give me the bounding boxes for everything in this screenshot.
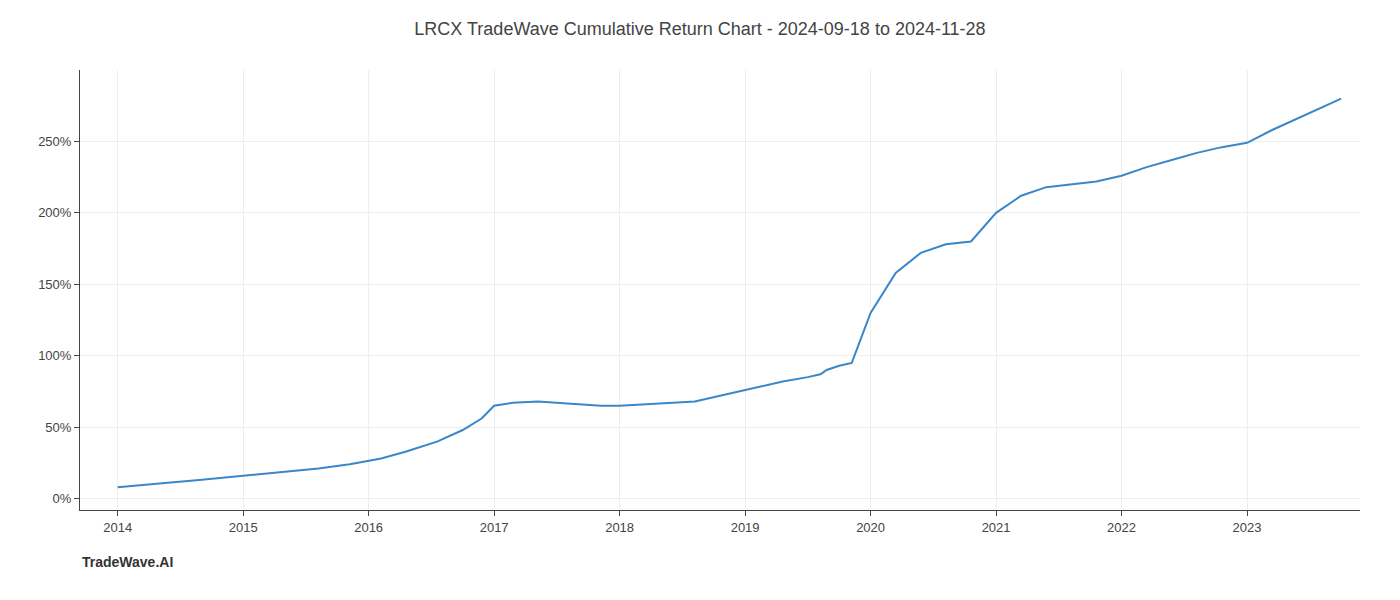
svg-text:50%: 50% xyxy=(45,420,71,435)
svg-text:2023: 2023 xyxy=(1233,520,1262,535)
svg-text:2015: 2015 xyxy=(229,520,258,535)
svg-text:TradeWave.AI: TradeWave.AI xyxy=(82,554,173,570)
svg-text:100%: 100% xyxy=(38,348,72,363)
svg-text:2022: 2022 xyxy=(1107,520,1136,535)
svg-text:2017: 2017 xyxy=(480,520,509,535)
svg-text:2019: 2019 xyxy=(731,520,760,535)
svg-text:0%: 0% xyxy=(53,491,72,506)
svg-text:150%: 150% xyxy=(38,277,72,292)
svg-text:2020: 2020 xyxy=(856,520,885,535)
svg-text:LRCX TradeWave Cumulative Retu: LRCX TradeWave Cumulative Return Chart -… xyxy=(414,19,985,39)
svg-text:250%: 250% xyxy=(38,134,72,149)
svg-text:2018: 2018 xyxy=(605,520,634,535)
svg-text:2021: 2021 xyxy=(982,520,1011,535)
svg-text:200%: 200% xyxy=(38,205,72,220)
svg-text:2016: 2016 xyxy=(354,520,383,535)
svg-text:2014: 2014 xyxy=(103,520,132,535)
